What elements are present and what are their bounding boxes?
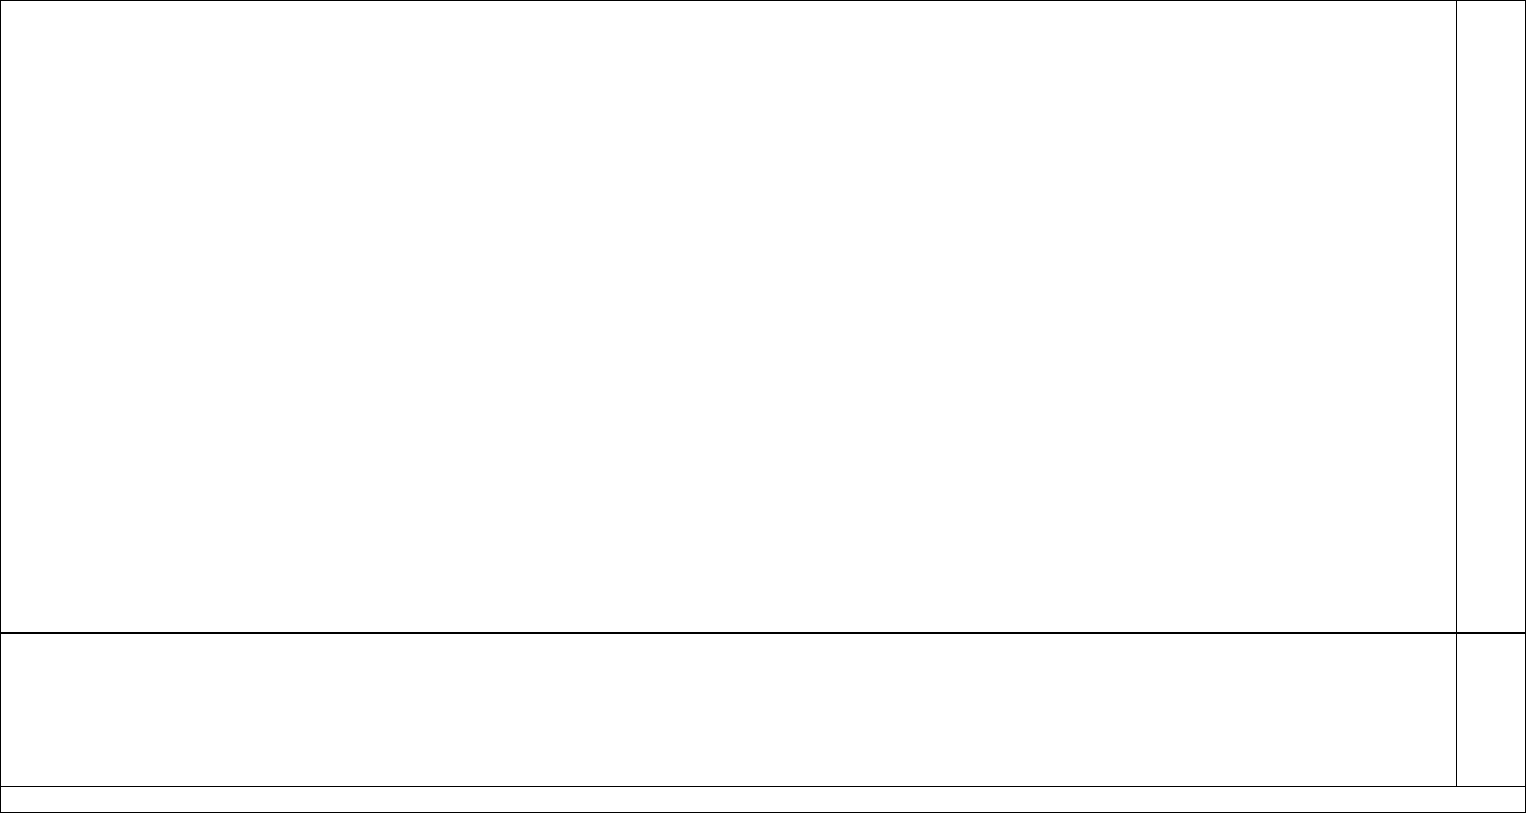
price-axis-border xyxy=(1456,1,1457,786)
macd-pane-canvas[interactable] xyxy=(1,635,1456,786)
main-chart-canvas[interactable] xyxy=(1,1,1456,631)
time-axis-border xyxy=(1,786,1525,787)
pane-splitter[interactable] xyxy=(1,632,1525,634)
macd-title xyxy=(6,638,20,652)
chart-title xyxy=(6,5,37,19)
